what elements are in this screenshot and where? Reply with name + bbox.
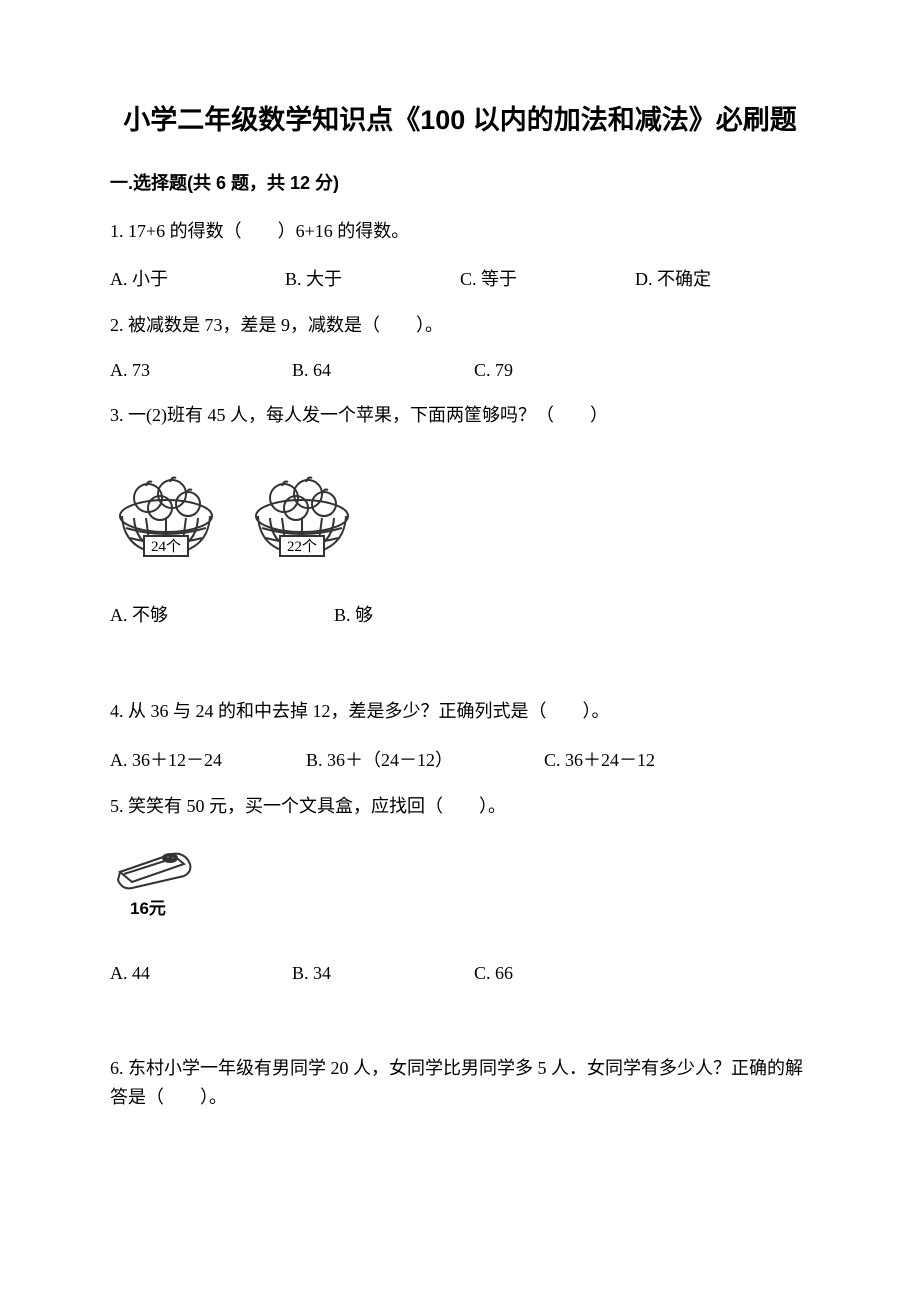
q3-option-b: B. 够 bbox=[334, 601, 558, 627]
q2-option-c: C. 79 bbox=[474, 360, 656, 381]
pencilcase-icon bbox=[110, 842, 200, 890]
q1-text: 1. 17+6 的得数（ ）6+16 的得数。 bbox=[110, 217, 810, 246]
q5-option-c: C. 66 bbox=[474, 963, 656, 984]
q4-text: 4. 从 36 与 24 的和中去掉 12，差是多少？正确列式是（ ）。 bbox=[110, 697, 810, 726]
basket-2: 22个 bbox=[246, 458, 358, 567]
page: 小学二年级数学知识点《100 以内的加法和减法》必刷题 一.选择题(共 6 题，… bbox=[0, 0, 920, 1192]
basket-icon: 22个 bbox=[246, 458, 358, 562]
q5-price: 16元 bbox=[130, 894, 810, 919]
q2-text: 2. 被减数是 73，差是 9，减数是（ ）。 bbox=[110, 311, 810, 340]
section-header: 一.选择题(共 6 题，共 12 分) bbox=[110, 169, 810, 195]
q5-option-a: A. 44 bbox=[110, 963, 292, 984]
basket-1-label: 24个 bbox=[151, 538, 181, 555]
q3-text: 3. 一(2)班有 45 人，每人发一个苹果，下面两筐够吗？（ ） bbox=[110, 401, 810, 430]
q4-option-a: A. 36＋12－24 bbox=[110, 746, 306, 772]
spacer bbox=[110, 927, 810, 963]
q5-image: 16元 bbox=[110, 842, 810, 919]
basket-icon: 24个 bbox=[110, 458, 222, 562]
q5-option-b: B. 34 bbox=[292, 963, 474, 984]
q4-option-b: B. 36＋（24－12） bbox=[306, 746, 544, 772]
q1-option-b: B. 大于 bbox=[285, 265, 460, 291]
q3-images: 24个 22个 bbox=[110, 458, 810, 567]
spacer bbox=[110, 647, 810, 697]
q4-option-c: C. 36＋24－12 bbox=[544, 746, 782, 772]
page-title: 小学二年级数学知识点《100 以内的加法和减法》必刷题 bbox=[110, 100, 810, 141]
q3-options: A. 不够 B. 够 bbox=[110, 601, 810, 627]
q1-option-c: C. 等于 bbox=[460, 265, 635, 291]
q3-option-a: A. 不够 bbox=[110, 601, 334, 627]
q5-text: 5. 笑笑有 50 元，买一个文具盒，应找回（ ）。 bbox=[110, 792, 810, 821]
q2-options: A. 73 B. 64 C. 79 bbox=[110, 360, 810, 381]
spacer bbox=[110, 1004, 810, 1054]
q2-option-b: B. 64 bbox=[292, 360, 474, 381]
q1-options: A. 小于 B. 大于 C. 等于 D. 不确定 bbox=[110, 265, 810, 291]
q4-options: A. 36＋12－24 B. 36＋（24－12） C. 36＋24－12 bbox=[110, 746, 810, 772]
basket-1: 24个 bbox=[110, 458, 222, 567]
q5-options: A. 44 B. 34 C. 66 bbox=[110, 963, 810, 984]
basket-2-label: 22个 bbox=[287, 538, 317, 555]
q2-option-a: A. 73 bbox=[110, 360, 292, 381]
q1-option-a: A. 小于 bbox=[110, 265, 285, 291]
q6-text: 6. 东村小学一年级有男同学 20 人，女同学比男同学多 5 人．女同学有多少人… bbox=[110, 1054, 810, 1112]
q1-option-d: D. 不确定 bbox=[635, 265, 810, 291]
